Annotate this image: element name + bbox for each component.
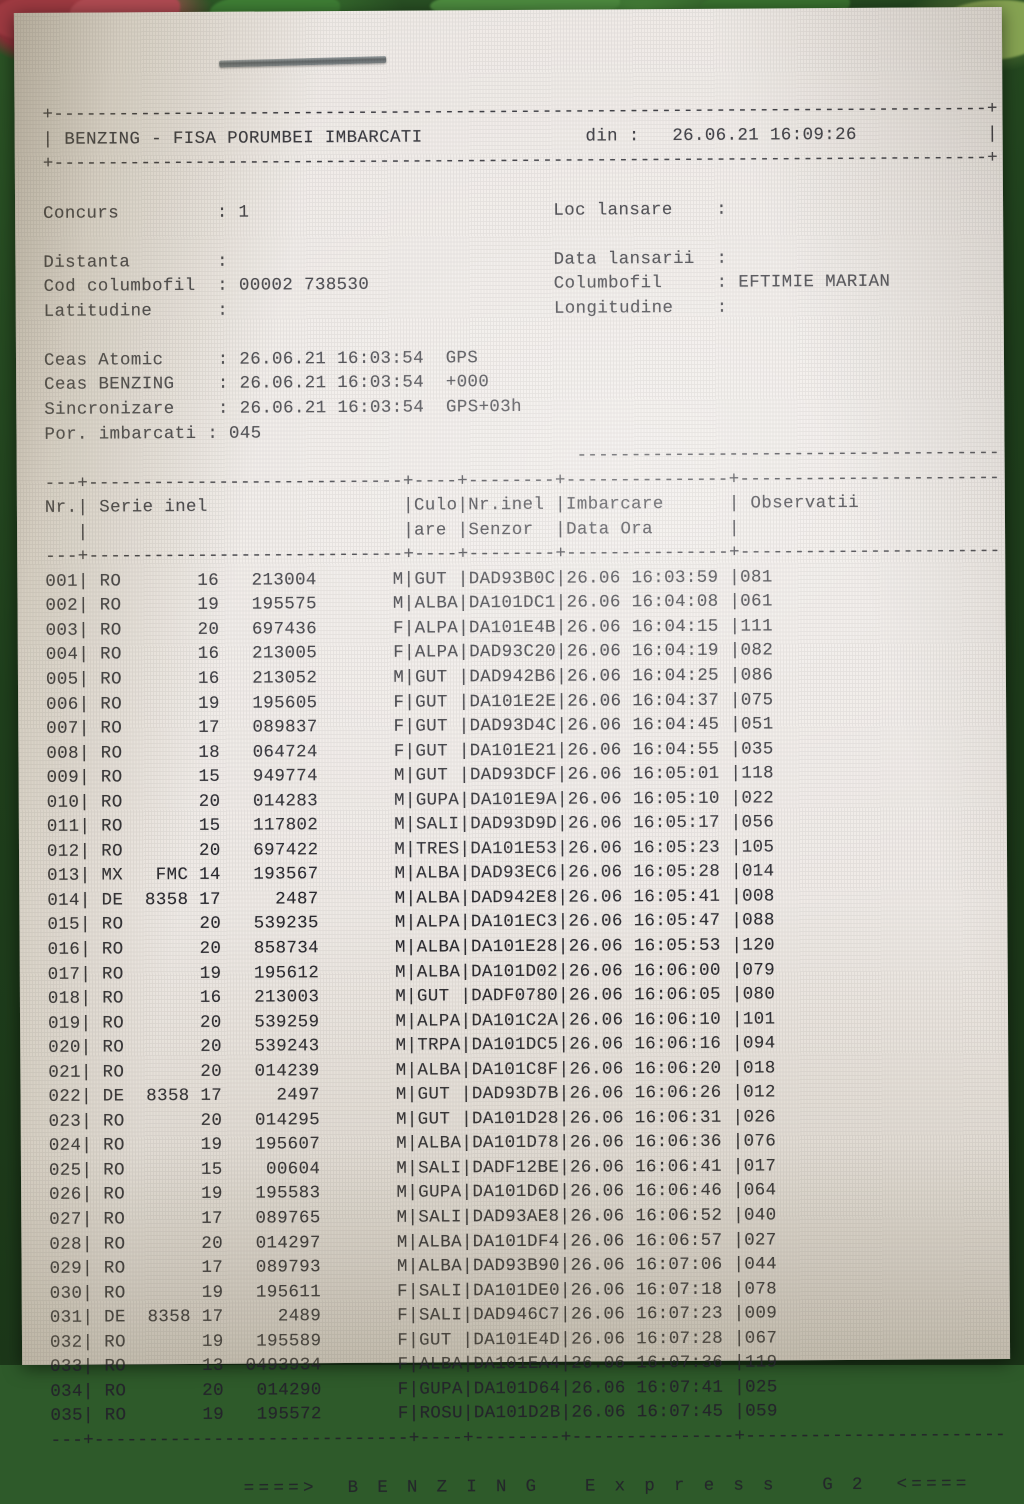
- printout-sheet: +---------------------------------------…: [13, 6, 1011, 1499]
- printout-text: +---------------------------------------…: [42, 100, 1006, 1500]
